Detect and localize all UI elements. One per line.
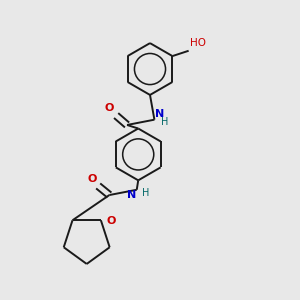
- Text: N: N: [155, 109, 164, 119]
- Text: O: O: [106, 216, 116, 226]
- Text: H: H: [142, 188, 149, 198]
- Text: O: O: [104, 103, 114, 113]
- Text: N: N: [127, 190, 136, 200]
- Text: H: H: [161, 117, 168, 127]
- Text: HO: HO: [190, 38, 206, 48]
- Text: O: O: [87, 174, 96, 184]
